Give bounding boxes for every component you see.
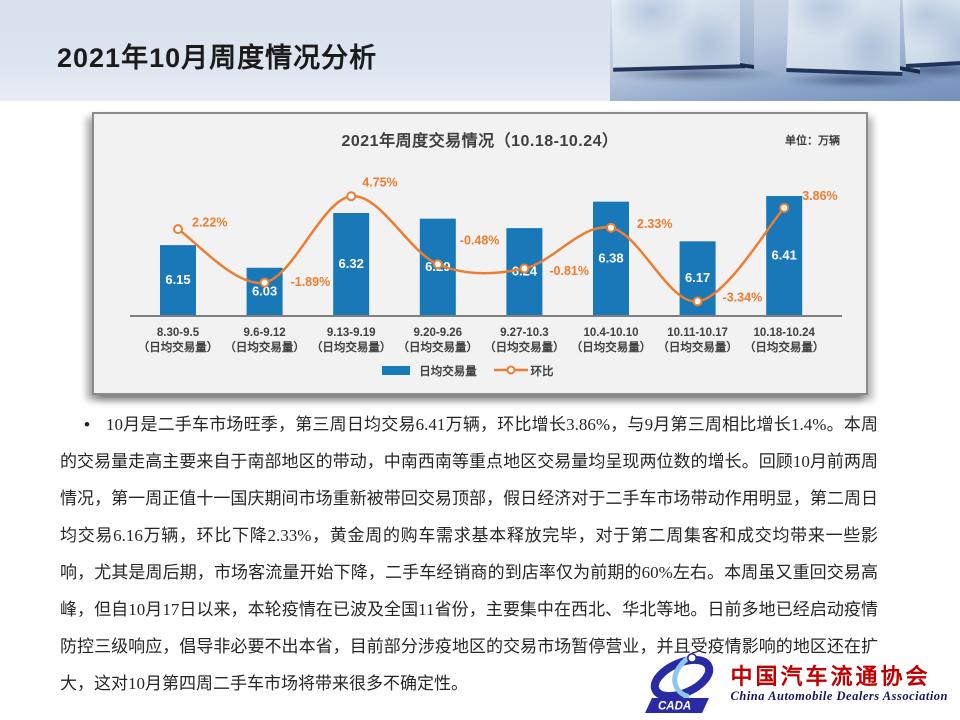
logo-en-name: China Automobile Dealers Association — [730, 689, 948, 704]
cada-logo: CADA 中国汽车流通协会 China Automobile Dealers A… — [644, 652, 948, 716]
top-banner: 2021年10月周度情况分析 — [0, 0, 960, 101]
line-marker — [173, 224, 183, 235]
x-axis-category-label: 10.18-10.24 — [754, 327, 816, 339]
x-axis-category-sublabel: （日均交易量） — [398, 340, 479, 354]
line-marker — [606, 222, 616, 233]
x-axis-category-label: 9.20-9.26 — [413, 327, 462, 339]
cada-logo-icon: CADA — [644, 653, 713, 713]
line-marker — [779, 202, 790, 213]
line-value-label: 4.75% — [362, 176, 397, 190]
legend-bar-swatch — [382, 366, 410, 375]
analysis-paragraph: • 10月是二手车市场旺季，第三周日均交易6.41万辆，环比增长3.86%，与9月… — [60, 406, 878, 702]
x-axis-category-sublabel: （日均交易量） — [744, 340, 825, 354]
x-axis-category-label: 8.30-9.5 — [157, 327, 200, 339]
x-axis-category-sublabel: （日均交易量） — [138, 340, 219, 354]
chart-unit-label: 单位：万辆 — [785, 135, 840, 147]
bar — [766, 196, 803, 315]
bullet-marker: • — [84, 415, 90, 434]
globe-cubes-image — [610, 0, 960, 101]
bar-line-combo-chart: 6.158.30-9.5（日均交易量）6.039.6-9.12（日均交易量）6.… — [130, 176, 842, 378]
bar — [333, 213, 370, 315]
x-axis-category-sublabel: （日均交易量） — [311, 340, 392, 354]
bar — [160, 245, 196, 315]
line-value-label: 2.33% — [637, 217, 672, 231]
x-axis-category-label: 10.11-10.17 — [667, 327, 728, 339]
logo-cn-name: 中国汽车流通协会 — [730, 664, 931, 690]
line-value-label: 2.22% — [192, 215, 227, 229]
chart-title: 2021年周度交易情况（10.18-10.24） — [341, 133, 619, 150]
legend-line-marker — [506, 365, 516, 375]
line-value-label: -0.48% — [460, 234, 500, 248]
weekly-trading-chart-panel: 2021年周度交易情况（10.18-10.24） 单位：万辆 6.15 8.30-… — [92, 112, 868, 395]
line-marker — [259, 277, 270, 288]
line-marker — [519, 263, 530, 274]
bar-value-label: 6.32 — [339, 256, 364, 271]
x-axis-category-sublabel: （日均交易量） — [571, 340, 652, 354]
line-value-label: -3.34% — [723, 291, 763, 305]
cube-graphic — [610, 0, 746, 72]
cube-side-graphic — [740, 0, 754, 69]
x-axis-category-sublabel: （日均交易量） — [484, 340, 565, 354]
bar — [593, 201, 629, 315]
cada-abbr-label: CADA — [658, 701, 691, 713]
page-title: 2021年10月周度情况分析 — [57, 43, 378, 73]
line-value-label: -0.81% — [549, 264, 589, 278]
line-marker — [432, 259, 443, 270]
analysis-text: 10月是二手车市场旺季，第三周日均交易6.41万辆，环比增长3.86%，与9月第… — [60, 415, 878, 694]
cube-graphic — [902, 0, 960, 68]
x-axis-category-label: 10.4-10.10 — [584, 327, 639, 339]
x-axis-category-label: 9.6-9.12 — [243, 327, 285, 339]
x-axis-category-sublabel: （日均交易量） — [224, 340, 305, 354]
bar-value-label: 6.41 — [772, 248, 797, 263]
x-axis-category-label: 9.27-10.3 — [500, 327, 549, 339]
x-axis-category-label: 9.13-9.19 — [327, 327, 376, 339]
line-marker — [346, 191, 357, 202]
bar-value-label: 6.15 — [165, 272, 190, 287]
legend-line-label: 环比 — [531, 364, 554, 378]
legend-bar-label: 日均交易量 — [419, 364, 477, 378]
bar-value-label: 6.03 — [252, 283, 277, 298]
line-value-label: 3.86% — [802, 189, 837, 203]
cube-graphic — [786, 0, 906, 76]
line-value-label: -1.89% — [291, 275, 331, 289]
line-marker — [692, 296, 703, 307]
x-axis-category-sublabel: （日均交易量） — [657, 340, 738, 354]
bar-value-label: 6.38 — [598, 250, 623, 265]
bar-value-label: 6.17 — [685, 270, 710, 285]
